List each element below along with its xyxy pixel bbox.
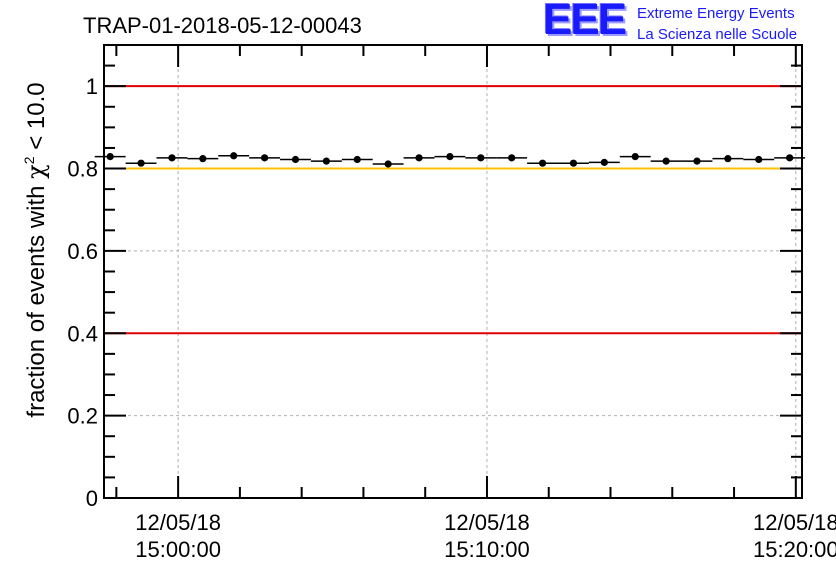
data-point <box>693 157 701 165</box>
data-point <box>662 157 670 165</box>
data-point <box>384 160 392 168</box>
x-tick-label-date: 12/05/18 <box>753 510 836 535</box>
y-tick-label: 0.8 <box>67 157 98 182</box>
y-tick-label: 0.4 <box>67 321 98 346</box>
data-point <box>137 159 145 167</box>
x-tick-label-time: 15:00:00 <box>135 537 221 562</box>
y-tick-label: 0.2 <box>67 404 98 429</box>
data-point <box>538 159 547 167</box>
logo-line-la-scienza: La Scienza nelle Scuole <box>637 26 798 43</box>
data-point <box>261 154 269 162</box>
data-point <box>168 154 176 162</box>
eee-logo-letters: EEE <box>543 0 627 44</box>
x-tick-label-date: 12/05/18 <box>135 510 221 535</box>
data-point <box>322 157 330 165</box>
eee-logo: EEE Extreme Energy Events La Scienza nel… <box>543 0 833 46</box>
data-point <box>230 152 238 160</box>
y-tick-label: 0 <box>86 486 98 511</box>
data-point <box>199 155 207 163</box>
data-point <box>600 158 608 166</box>
data-point <box>569 159 578 167</box>
data-point <box>106 153 114 161</box>
grid-lines <box>104 45 802 498</box>
data-point <box>446 153 454 161</box>
y-axis-label: fraction of events with χ2 < 10.0 <box>21 82 50 417</box>
plot-frame <box>103 44 803 499</box>
x-tick-label-date: 12/05/18 <box>444 510 530 535</box>
data-points <box>94 152 806 168</box>
data-point <box>477 154 485 162</box>
data-point <box>508 154 516 162</box>
data-point <box>415 154 423 162</box>
y-tick-label: 0.6 <box>67 239 98 264</box>
y-tick-label: 1 <box>86 74 98 99</box>
data-point <box>724 155 732 163</box>
chart-title: TRAP-01-2018-05-12-00043 <box>83 13 362 38</box>
data-point <box>353 155 361 164</box>
axis-ticks <box>104 44 802 499</box>
y-axis-label-sup: 2 <box>21 156 37 164</box>
reference-lines <box>104 85 802 335</box>
y-axis-label-main: fraction of events with <box>23 179 50 418</box>
data-point <box>786 154 794 162</box>
x-tick-label-time: 15:20:00 <box>753 537 836 562</box>
data-point <box>631 153 639 161</box>
data-point <box>755 155 763 164</box>
data-point <box>291 155 300 164</box>
y-axis-label-chi: χ <box>22 164 50 179</box>
y-axis-label-tail: < 10.0 <box>23 82 50 156</box>
tick-labels: 00.20.40.60.8112/05/1815:00:0012/05/1815… <box>67 74 836 562</box>
x-tick-label-time: 15:10:00 <box>444 537 530 562</box>
logo-line-extreme-energy-events: Extreme Energy Events <box>637 5 795 22</box>
